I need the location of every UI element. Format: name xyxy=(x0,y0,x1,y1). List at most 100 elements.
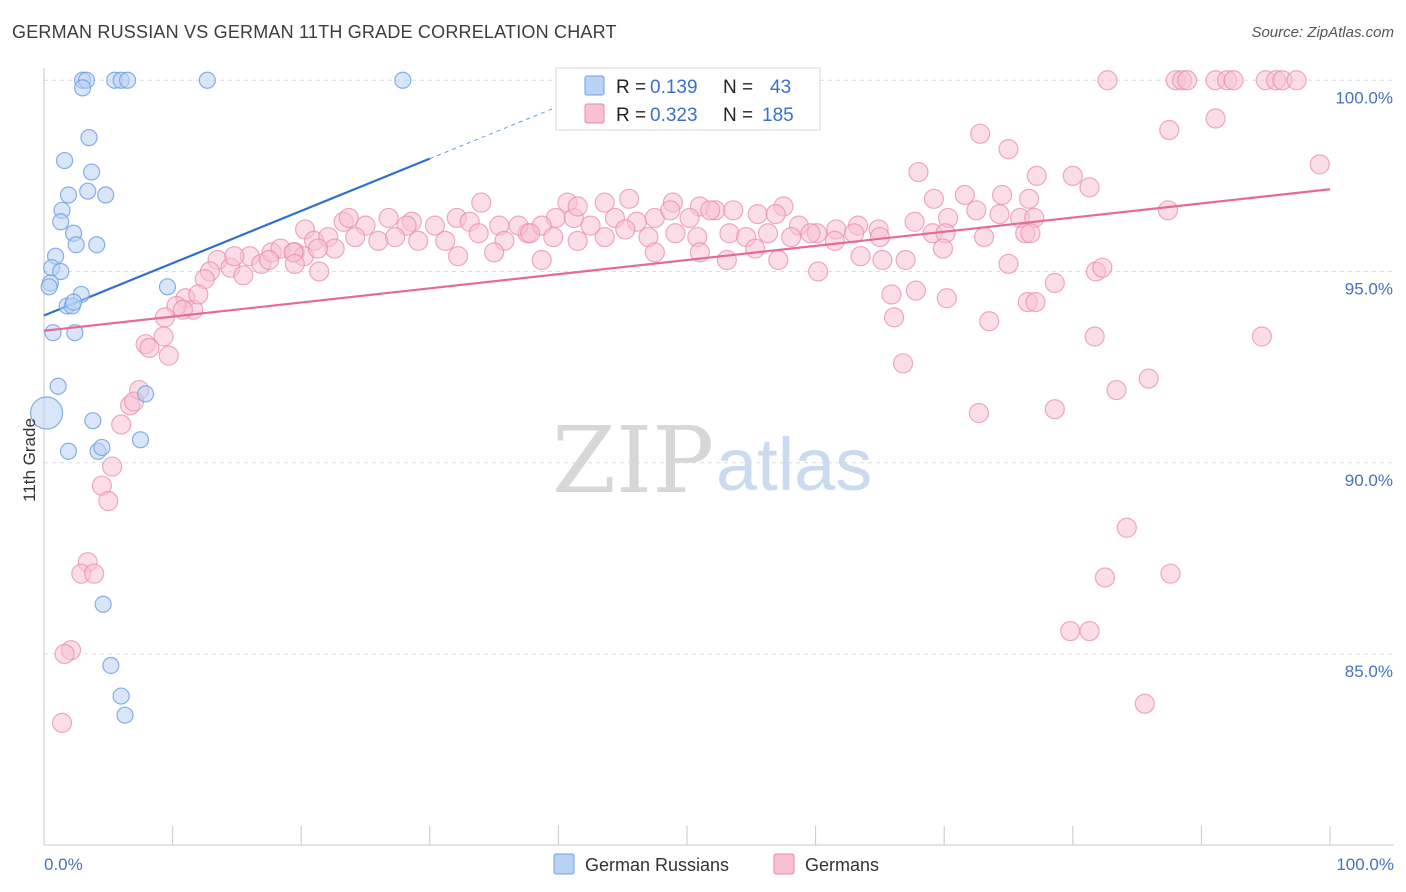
point-germans xyxy=(615,219,636,240)
point-germans xyxy=(258,249,280,271)
point-germans xyxy=(531,249,552,271)
point-germans xyxy=(158,345,179,366)
point-germans xyxy=(881,284,902,305)
point-german-russians xyxy=(198,71,216,89)
point-germans xyxy=(1309,154,1330,175)
point-germans xyxy=(338,207,359,229)
point-germans xyxy=(954,184,975,206)
point-german-russians xyxy=(112,687,130,705)
point-germans xyxy=(594,192,615,213)
point-germans xyxy=(233,265,254,286)
point-german-russians xyxy=(84,412,102,430)
point-german-russians xyxy=(49,377,67,395)
point-germans xyxy=(665,223,686,244)
point-germans xyxy=(998,139,1019,160)
point-german-russians xyxy=(55,151,74,170)
point-german-russians xyxy=(136,385,155,403)
trend-line-german-russians xyxy=(43,157,431,317)
point-german-russians xyxy=(97,186,115,204)
point-germans xyxy=(757,223,779,244)
point-germans xyxy=(1223,70,1244,91)
x-tick-label-max: 100.0% xyxy=(1336,855,1394,874)
point-germans xyxy=(991,184,1013,206)
y-tick-label: 90.0% xyxy=(1345,471,1393,490)
point-german-russians xyxy=(59,442,78,460)
point-german-russians xyxy=(52,213,70,231)
series-legend-swatch-germans xyxy=(773,853,795,875)
point-german-russians xyxy=(79,182,97,200)
point-germans xyxy=(471,192,492,213)
trend-lines-germans xyxy=(43,188,1331,332)
point-germans xyxy=(284,253,305,274)
point-germans xyxy=(368,230,389,251)
point-germans xyxy=(1026,165,1047,186)
point-german-russians xyxy=(131,431,150,449)
watermark-zip: ZIP xyxy=(552,407,714,514)
point-germans xyxy=(51,712,73,733)
point-germans xyxy=(468,223,489,244)
point-germans xyxy=(1044,399,1065,420)
point-germans xyxy=(979,311,1000,332)
point-germans xyxy=(747,204,768,225)
point-germans xyxy=(700,200,721,221)
watermark-atlas: atlas xyxy=(716,423,872,506)
point-germans xyxy=(850,246,871,267)
point-germans xyxy=(923,188,945,209)
point-germans xyxy=(447,246,469,267)
point-germans xyxy=(139,337,160,359)
legend-r-value-germans: 0.323 xyxy=(650,105,698,126)
point-germans xyxy=(808,261,829,282)
point-germans xyxy=(716,249,737,271)
trend-line-germans xyxy=(43,188,1331,332)
point-germans xyxy=(567,196,588,217)
point-germans xyxy=(719,223,740,244)
point-germans xyxy=(1094,567,1116,588)
point-germans xyxy=(872,249,893,271)
points-german-russians xyxy=(29,71,412,724)
point-german-russians xyxy=(93,438,111,457)
point-germans xyxy=(998,253,1019,274)
point-germans xyxy=(800,223,821,244)
point-germans xyxy=(883,307,905,328)
point-german-russians xyxy=(59,186,78,204)
y-tick-label: 100.0% xyxy=(1335,88,1393,107)
point-germans xyxy=(484,242,505,263)
point-germans xyxy=(378,207,399,229)
point-german-russians xyxy=(82,163,101,181)
legend-r-label: R = xyxy=(616,105,646,126)
y-tick-label: 85.0% xyxy=(1345,662,1393,681)
point-german-russians xyxy=(29,396,64,430)
point-germans xyxy=(895,249,916,271)
point-germans xyxy=(1177,70,1198,91)
point-german-russians xyxy=(94,595,112,613)
point-germans xyxy=(844,223,865,244)
point-germans xyxy=(1134,693,1155,714)
point-germans xyxy=(1060,620,1081,642)
point-germans xyxy=(619,188,640,209)
point-germans xyxy=(1251,326,1272,347)
point-german-russians xyxy=(73,79,92,97)
point-german-russians xyxy=(116,706,134,724)
point-germans xyxy=(892,353,914,374)
axes xyxy=(43,68,1394,846)
chart-title: GERMAN RUSSIAN VS GERMAN 11TH GRADE CORR… xyxy=(12,22,617,42)
legend-swatch-germans xyxy=(584,103,605,124)
point-germans xyxy=(224,246,245,267)
point-germans xyxy=(102,456,123,477)
point-germans xyxy=(936,288,957,309)
point-germans xyxy=(567,230,588,251)
point-germans xyxy=(1286,70,1307,91)
series-legend: German Russians Germans xyxy=(553,853,879,875)
source-credit: Source: ZipAtlas.com xyxy=(1251,24,1394,41)
point-germans xyxy=(824,230,845,251)
point-germans xyxy=(679,207,700,229)
point-german-russians xyxy=(102,656,120,675)
legend-r-value-german-russians: 0.139 xyxy=(650,77,698,98)
point-germans xyxy=(1106,379,1127,401)
point-germans xyxy=(54,643,75,665)
point-germans xyxy=(309,261,330,282)
point-german-russians xyxy=(67,236,85,254)
point-germans xyxy=(345,226,366,248)
points-germans xyxy=(51,70,1330,733)
y-axis-label: 11th Grade xyxy=(20,418,39,502)
